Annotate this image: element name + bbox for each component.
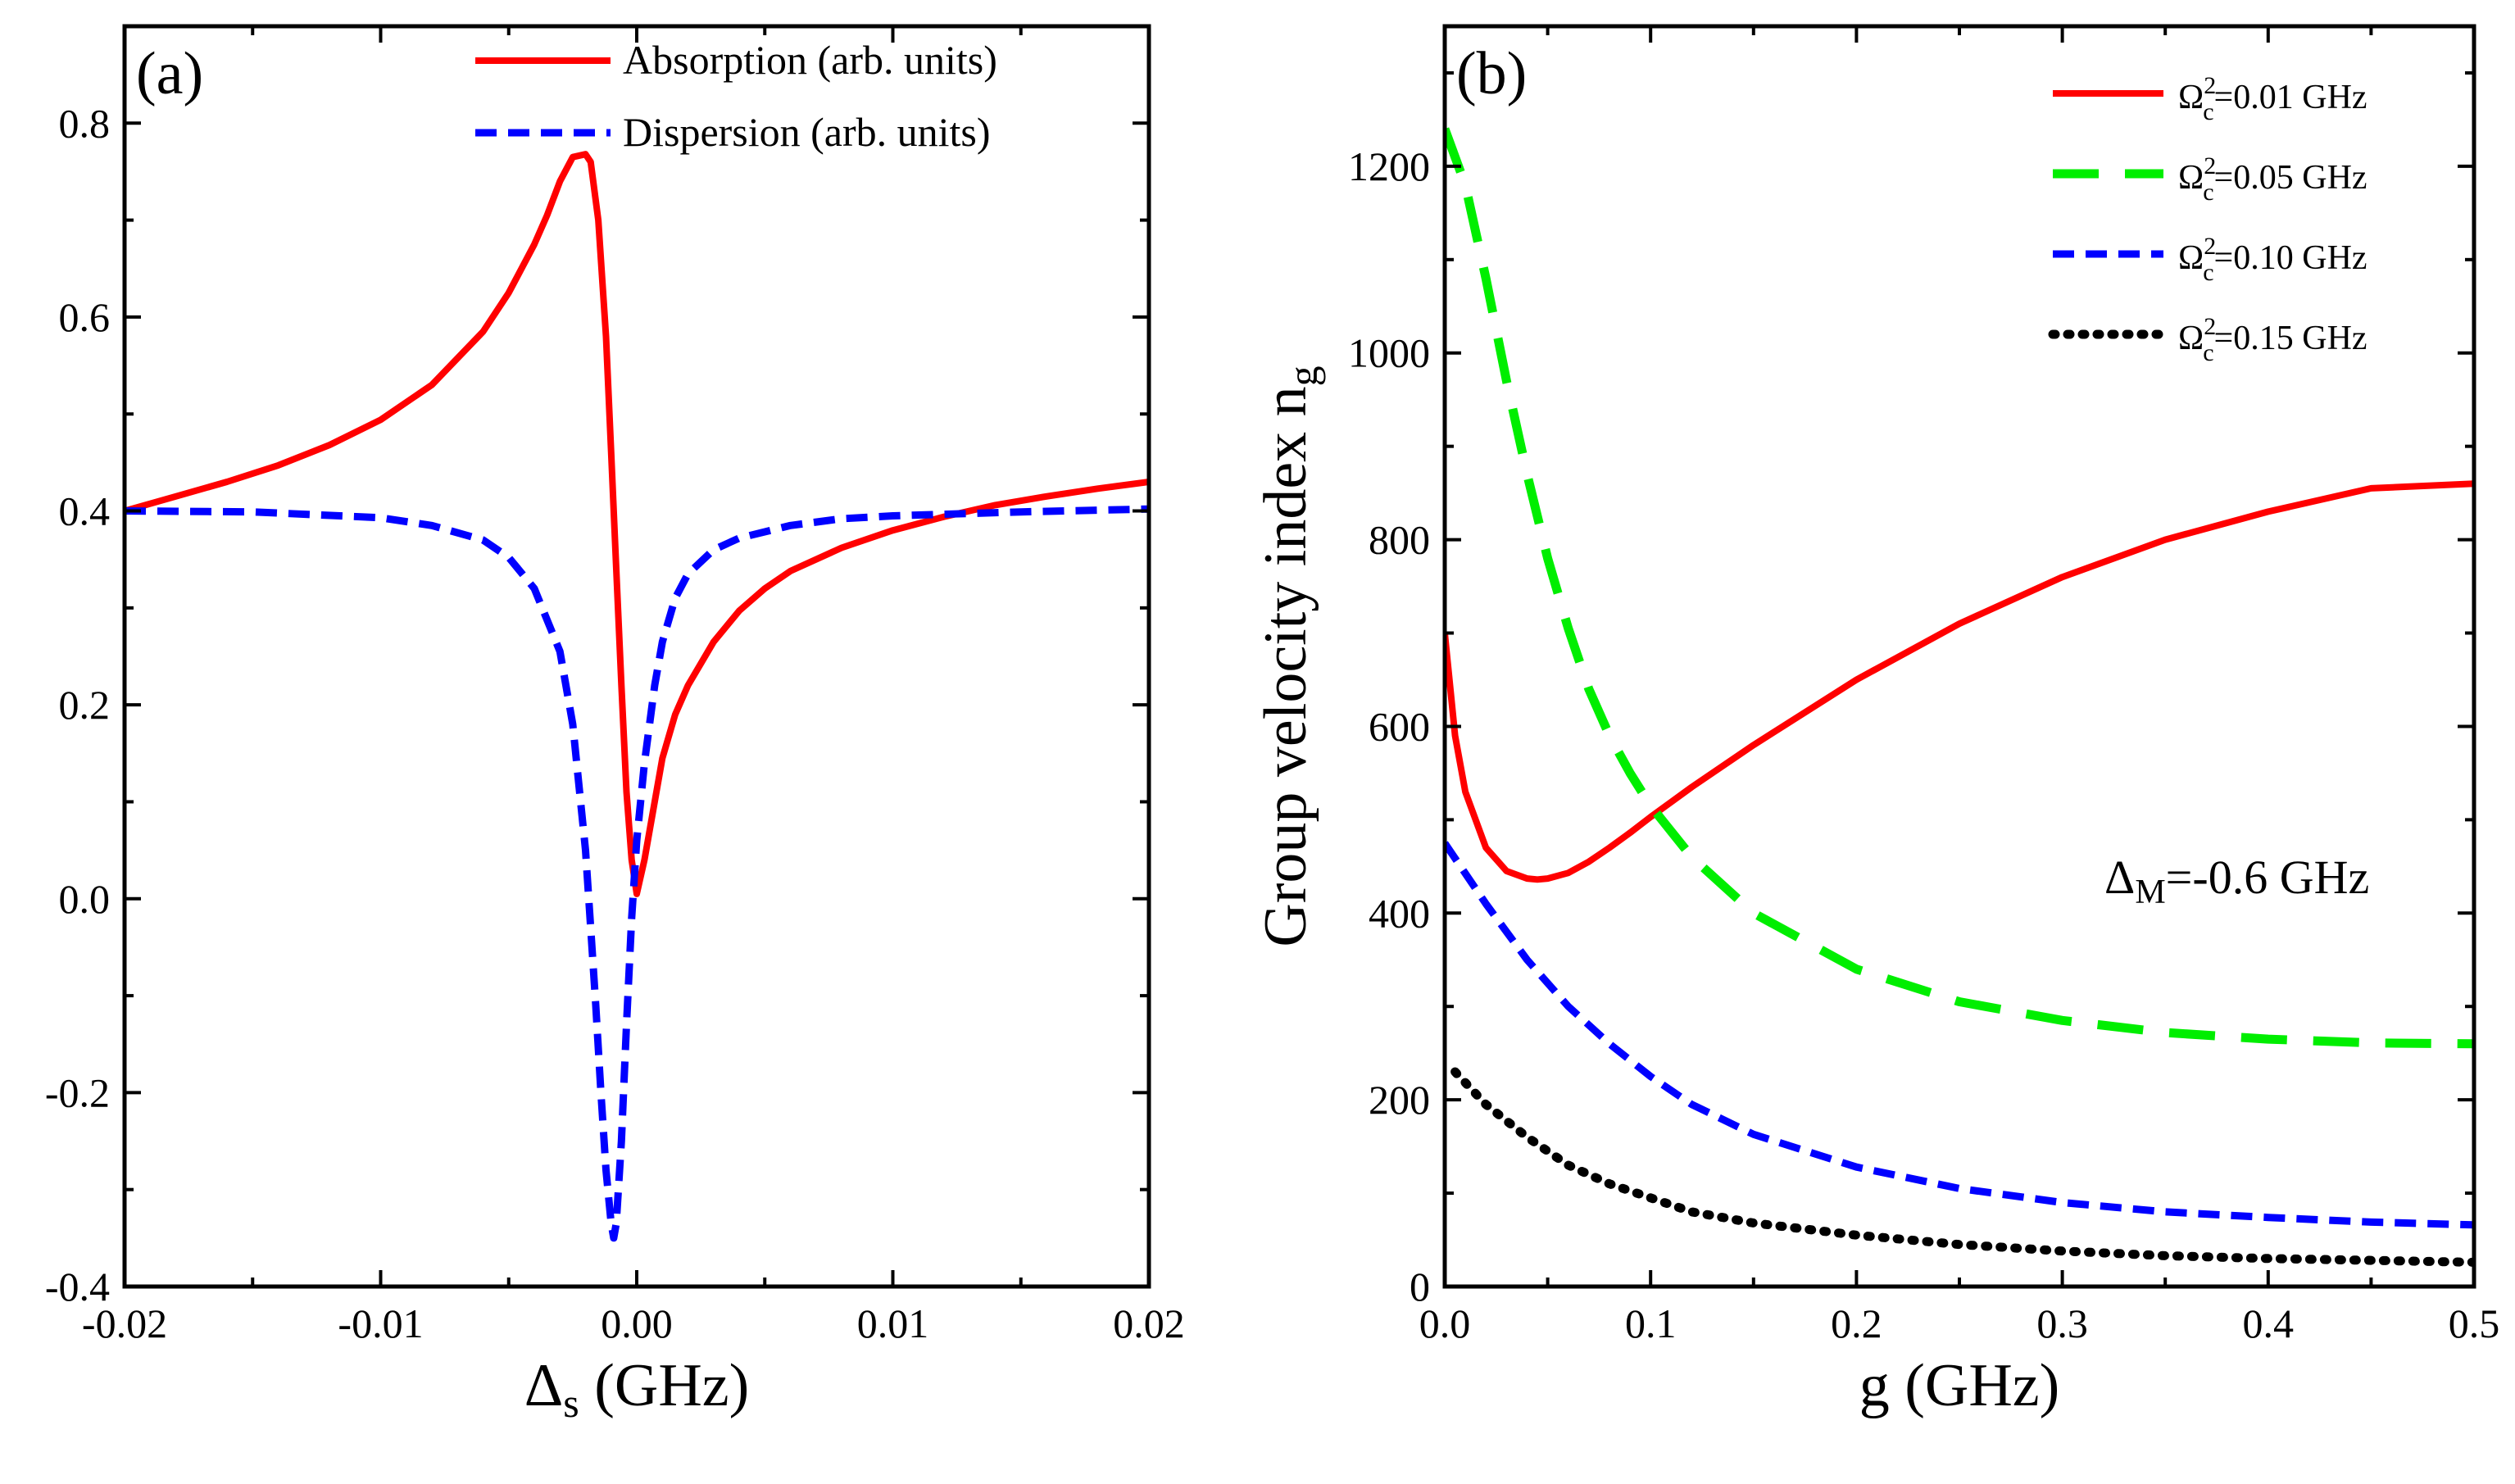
panel-a-legend: Absorption (arb. units) Dispersion (arb. … [475,37,997,155]
x-tick-label: 0.2 [1831,1300,1882,1346]
panel-b-label: (b) [1456,40,1527,107]
legend-label: Ω2 c=0.15 GHz [2178,313,2367,366]
y-tick-label: 600 [1369,703,1430,749]
panel-b-curves [1445,127,2474,1267]
y-tick-label: 800 [1369,517,1430,563]
y-title-main: Group velocity index n [1252,386,1319,946]
x-tick-label: 0.0 [1419,1300,1471,1346]
delta-m-annotation: ΔM=-0.6 GHz [2104,851,2369,911]
series-line-2 [1445,841,2474,1229]
y-tick-label: 200 [1369,1077,1430,1123]
y-tick-label: 0.8 [59,100,111,146]
y-tick-label: -0.2 [45,1069,110,1115]
legend-label: Ω2 c=0.05 GHz [2178,152,2367,206]
x-tick-label: -0.01 [338,1300,423,1346]
y-tick-label: 400 [1369,890,1430,936]
x-title-unit: (GHz) [579,1352,750,1419]
annotation-value: =-0.6 GHz [2166,851,2370,904]
y-tick-label: 0.0 [59,876,111,922]
legend-label: Ω2 c=0.10 GHz [2178,233,2367,286]
panel-a-label: (a) [136,40,203,107]
panel-a-x-axis-title: Δs (GHz) [524,1352,750,1426]
series-line-0 [1445,480,2474,883]
legend-label: Ω2 c=0.01 GHz [2178,72,2367,125]
panel-a-ticks: -0.02 -0.01 0.00 0.01 0.02 -0.4 -0.2 0.0 0.2 0.4 0… [45,26,1185,1346]
panel-a: -0.02 -0.01 0.00 0.01 0.02 -0.4 -0.2 0.0 0.2 0.4 0… [45,24,1185,1426]
panel-b-legend: Ω2 c=0.01 GHz Ω2 c=0.05 GHz Ω2 c=0.10 GHz Ω2 c=… [2048,72,2367,366]
panel-b-y-axis-title: Group velocity index ng [1252,365,1326,946]
panel-a-curves [125,151,1149,1242]
annotation-symbol: Δ [2104,851,2135,904]
series-line-1 [125,505,1149,1242]
x-tick-label: -0.02 [82,1300,167,1346]
y-tick-label: 1200 [1348,143,1430,189]
series-line-0 [125,151,1149,897]
y-tick-label: -0.4 [45,1264,110,1309]
x-tick-label: 0.1 [1625,1300,1677,1346]
x-tick-label: 0.4 [2243,1300,2295,1346]
x-title-symbol: Δ [524,1352,564,1419]
panel-b: 0.0 0.1 0.2 0.3 0.4 0.5020040060080010001200 … [1252,24,2499,1419]
y-tick-label: 0.6 [59,294,111,340]
legend-label: Dispersion (arb. units) [623,109,991,155]
x-tick-label: 0.02 [1113,1300,1185,1346]
x-title-subscript: s [563,1380,579,1426]
x-tick-label: 0.5 [2449,1300,2500,1346]
y-tick-label: 0 [1410,1264,1430,1309]
annotation-subscript: M [2135,874,2165,911]
y-title-subscript: g [1280,365,1326,386]
y-tick-label: 0.2 [59,682,111,728]
x-tick-label: 0.01 [857,1300,929,1346]
panel-b-frame [1442,24,2476,1289]
x-tick-label: 0.00 [601,1300,673,1346]
series-line-1 [1445,127,2474,1049]
legend-label: Absorption (arb. units) [623,37,997,83]
panel-b-x-axis-title: g (GHz) [1859,1352,2060,1419]
y-tick-label: 0.4 [59,488,111,534]
x-tick-label: 0.3 [2036,1300,2088,1346]
panel-a-frame [122,24,1151,1289]
panel-b-ticks: 0.0 0.1 0.2 0.3 0.4 0.5 0 200 400 600 800 1000 1200 [1348,26,2499,1346]
series-line-3 [1450,1067,2474,1267]
y-tick-label: 1000 [1348,330,1430,376]
